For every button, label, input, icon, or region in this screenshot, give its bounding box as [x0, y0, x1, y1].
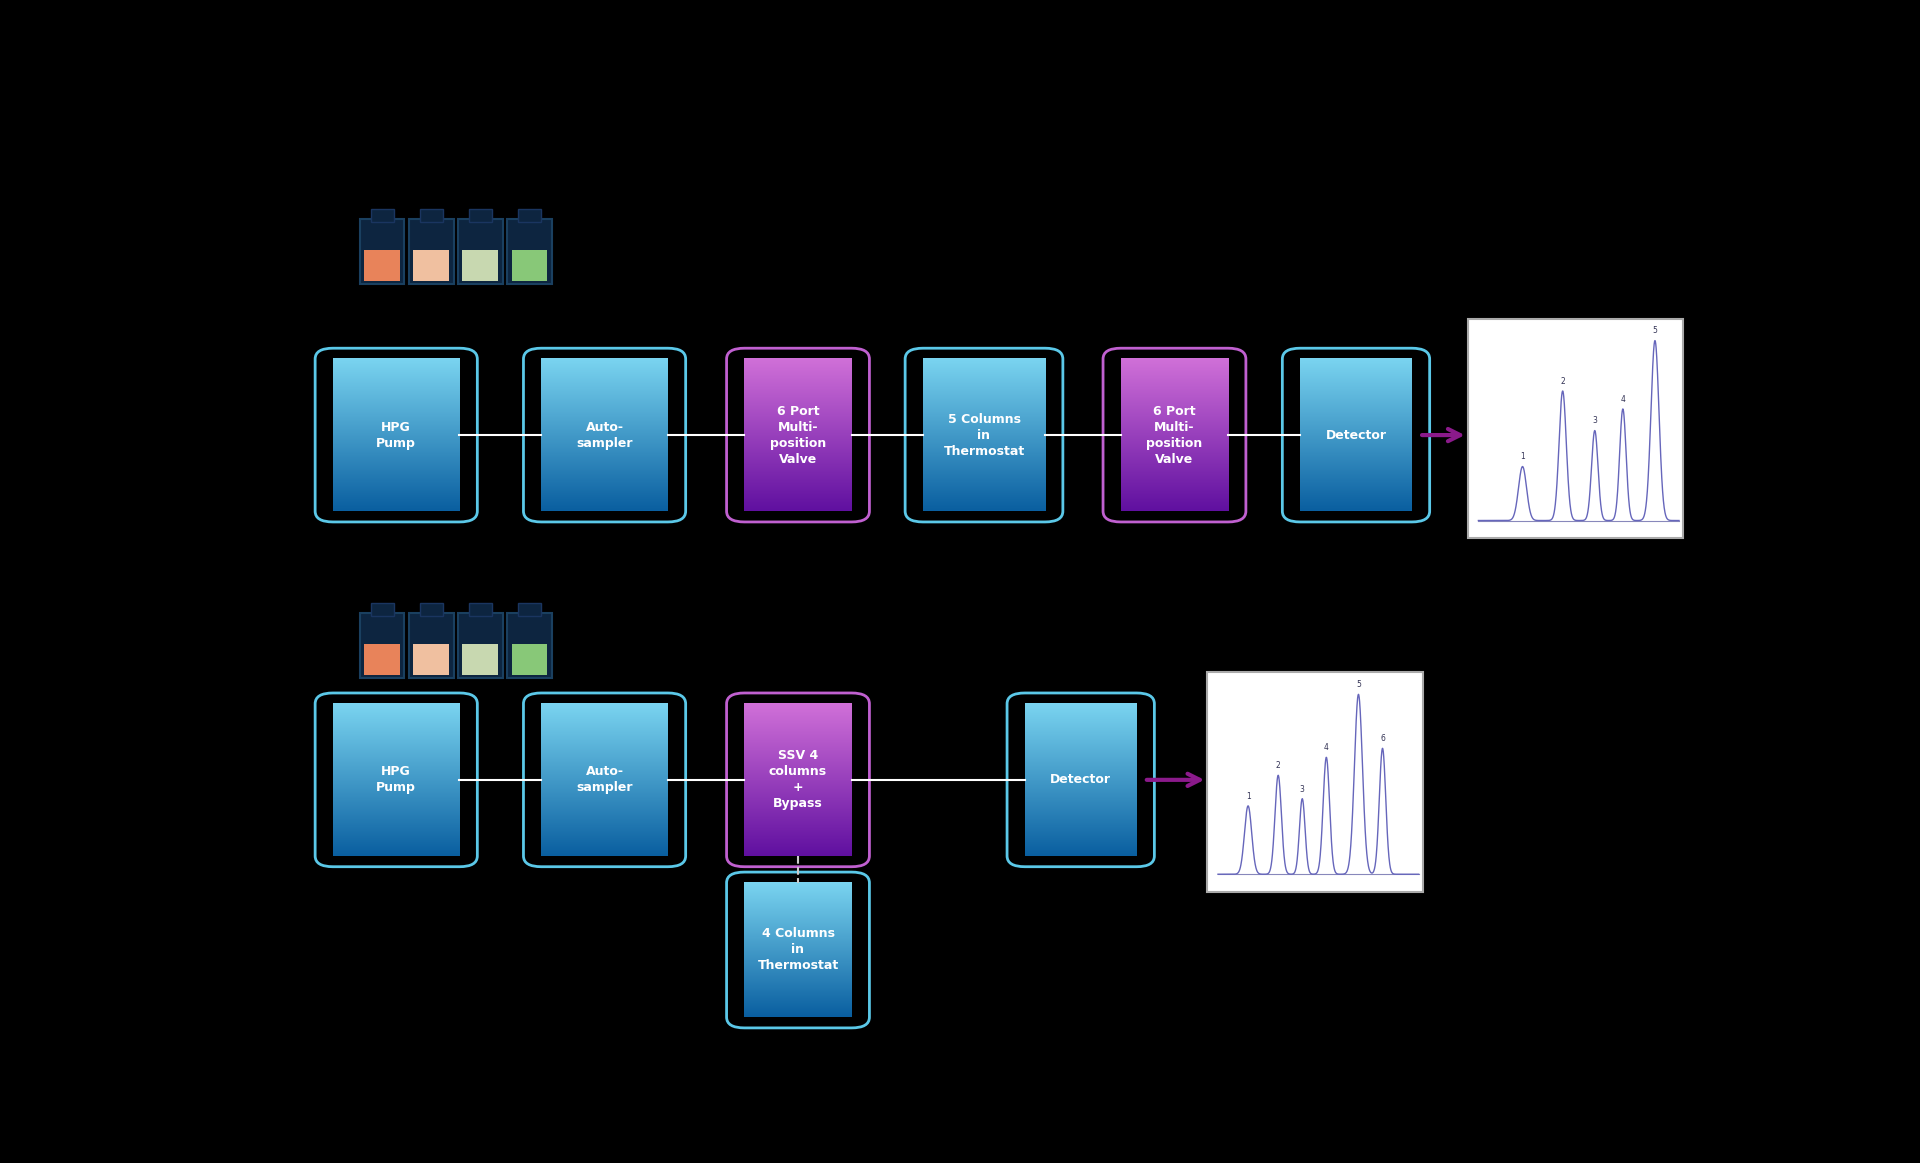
Bar — [468, 209, 492, 222]
Text: 1: 1 — [1246, 792, 1250, 800]
FancyBboxPatch shape — [1100, 347, 1248, 523]
Bar — [365, 250, 399, 281]
FancyBboxPatch shape — [520, 347, 689, 523]
Bar — [511, 644, 547, 675]
Bar — [371, 604, 394, 616]
Text: 5: 5 — [1356, 680, 1361, 690]
FancyBboxPatch shape — [409, 613, 453, 678]
Bar — [518, 209, 541, 222]
FancyBboxPatch shape — [359, 220, 405, 284]
FancyBboxPatch shape — [724, 691, 872, 869]
FancyBboxPatch shape — [902, 347, 1066, 523]
Text: HPG
Pump: HPG Pump — [376, 421, 417, 450]
Text: 6 Port
Multi-
position
Valve: 6 Port Multi- position Valve — [1146, 405, 1202, 465]
Bar — [420, 604, 444, 616]
FancyBboxPatch shape — [313, 691, 480, 869]
Bar — [371, 209, 394, 222]
Text: Detector: Detector — [1325, 429, 1386, 442]
FancyBboxPatch shape — [724, 347, 872, 523]
Text: 6 Port
Multi-
position
Valve: 6 Port Multi- position Valve — [770, 405, 826, 465]
Bar — [413, 644, 449, 675]
FancyBboxPatch shape — [724, 870, 872, 1029]
FancyBboxPatch shape — [409, 220, 453, 284]
FancyBboxPatch shape — [459, 220, 503, 284]
FancyBboxPatch shape — [520, 691, 689, 869]
FancyBboxPatch shape — [507, 613, 551, 678]
Text: HPG
Pump: HPG Pump — [376, 765, 417, 794]
Text: 5: 5 — [1653, 327, 1657, 335]
Text: 2: 2 — [1561, 377, 1565, 386]
Bar — [1467, 319, 1684, 538]
Text: 4: 4 — [1620, 394, 1626, 404]
FancyBboxPatch shape — [507, 220, 551, 284]
Bar — [468, 604, 492, 616]
Text: 4: 4 — [1325, 743, 1329, 752]
FancyBboxPatch shape — [359, 613, 405, 678]
Bar — [1208, 672, 1423, 892]
Bar — [511, 250, 547, 281]
Text: Auto-
sampler: Auto- sampler — [576, 765, 634, 794]
Text: 4 Columns
in
Thermostat: 4 Columns in Thermostat — [756, 928, 839, 972]
Text: 6: 6 — [1380, 734, 1384, 743]
Text: Auto-
sampler: Auto- sampler — [576, 421, 634, 450]
Bar — [365, 644, 399, 675]
Text: 5 Columns
in
Thermostat: 5 Columns in Thermostat — [943, 413, 1025, 457]
FancyBboxPatch shape — [1279, 347, 1432, 523]
Bar — [413, 250, 449, 281]
Bar — [518, 604, 541, 616]
FancyBboxPatch shape — [1004, 691, 1158, 869]
Bar — [463, 250, 497, 281]
Text: 2: 2 — [1275, 761, 1281, 770]
Text: SSV 4
columns
+
Bypass: SSV 4 columns + Bypass — [768, 749, 828, 811]
Text: 3: 3 — [1300, 785, 1306, 793]
Text: 3: 3 — [1592, 416, 1597, 426]
Text: Detector: Detector — [1050, 773, 1112, 786]
FancyBboxPatch shape — [313, 347, 480, 523]
FancyBboxPatch shape — [459, 613, 503, 678]
Text: 1: 1 — [1521, 452, 1524, 462]
Bar — [420, 209, 444, 222]
Bar — [463, 644, 497, 675]
